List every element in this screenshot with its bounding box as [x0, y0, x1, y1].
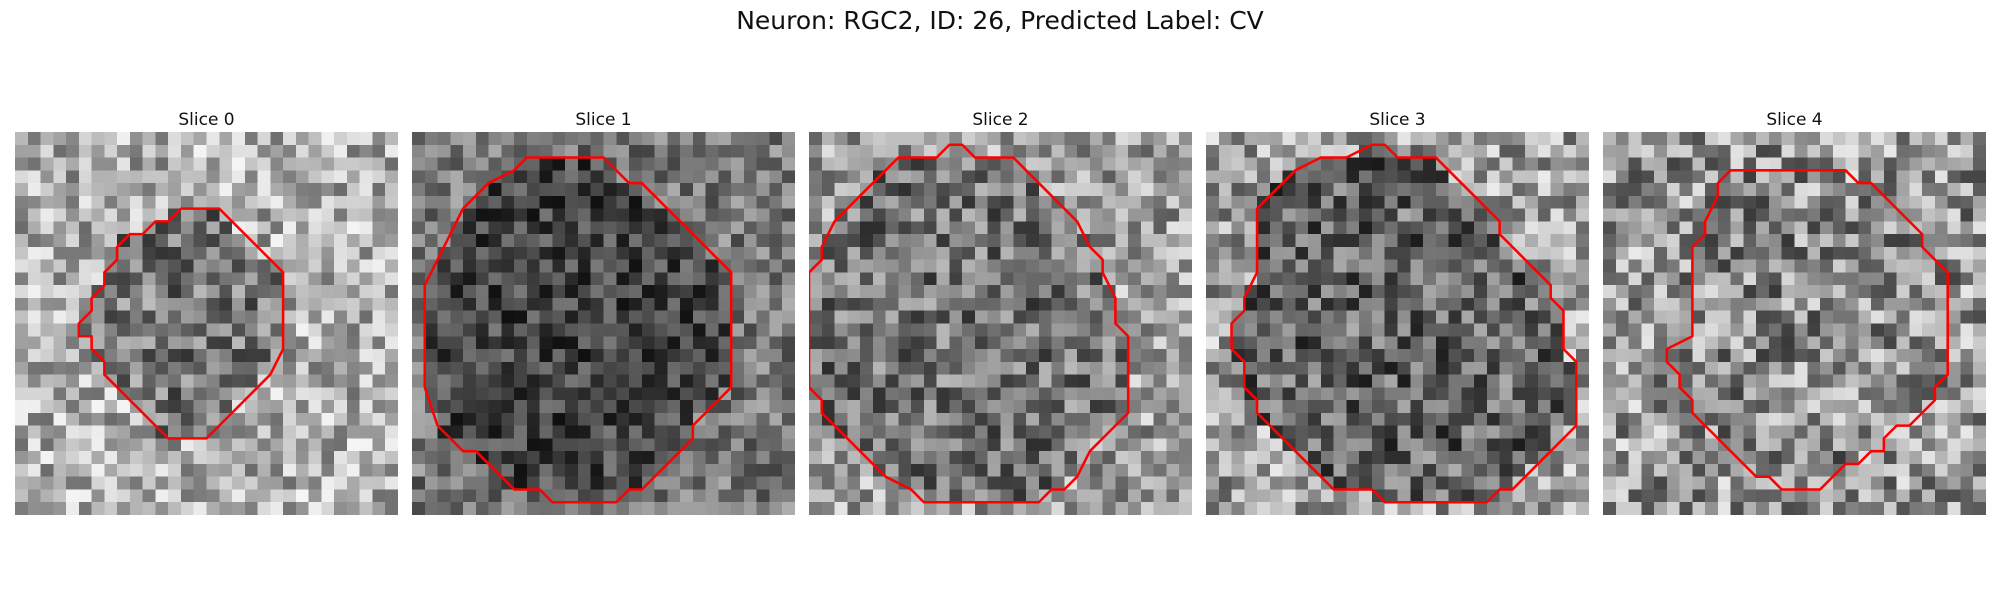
neuron-contour-1	[423, 156, 733, 504]
slice-contour-overlay-1	[423, 156, 733, 504]
slice-panel-1: Slice 1	[412, 108, 795, 515]
slice-panel-2: Slice 2	[809, 108, 1192, 515]
slice-image-3	[1206, 132, 1589, 515]
figure-title: Neuron: RGC2, ID: 26, Predicted Label: C…	[736, 6, 1264, 35]
slice-contour-overlay-3	[1230, 143, 1578, 504]
slice-image-1	[412, 132, 795, 515]
slice-panel-4: Slice 4	[1603, 108, 1986, 515]
slice-intensity-map-2	[809, 132, 1192, 515]
slice-contour-overlay-0	[77, 207, 285, 440]
slice-image-4	[1603, 132, 1986, 515]
neuron-contour-3	[1230, 143, 1578, 504]
neuron-contour-2	[809, 143, 1130, 504]
slice-intensity-map-4	[1603, 132, 1986, 515]
neuron-contour-0	[77, 207, 285, 440]
slice-title-0: Slice 0	[178, 110, 235, 130]
slice-image-0	[15, 132, 398, 515]
neuron-contour-4	[1665, 169, 1949, 491]
slice-panel-0: Slice 0	[15, 108, 398, 515]
slice-title-2: Slice 2	[972, 110, 1029, 130]
slice-contour-overlay-2	[809, 143, 1130, 504]
slice-title-1: Slice 1	[575, 110, 632, 130]
slice-image-2	[809, 132, 1192, 515]
slice-title-4: Slice 4	[1766, 110, 1823, 130]
slice-title-3: Slice 3	[1369, 110, 1426, 130]
slice-contour-overlay-4	[1665, 169, 1949, 491]
slice-panel-3: Slice 3	[1206, 108, 1589, 515]
